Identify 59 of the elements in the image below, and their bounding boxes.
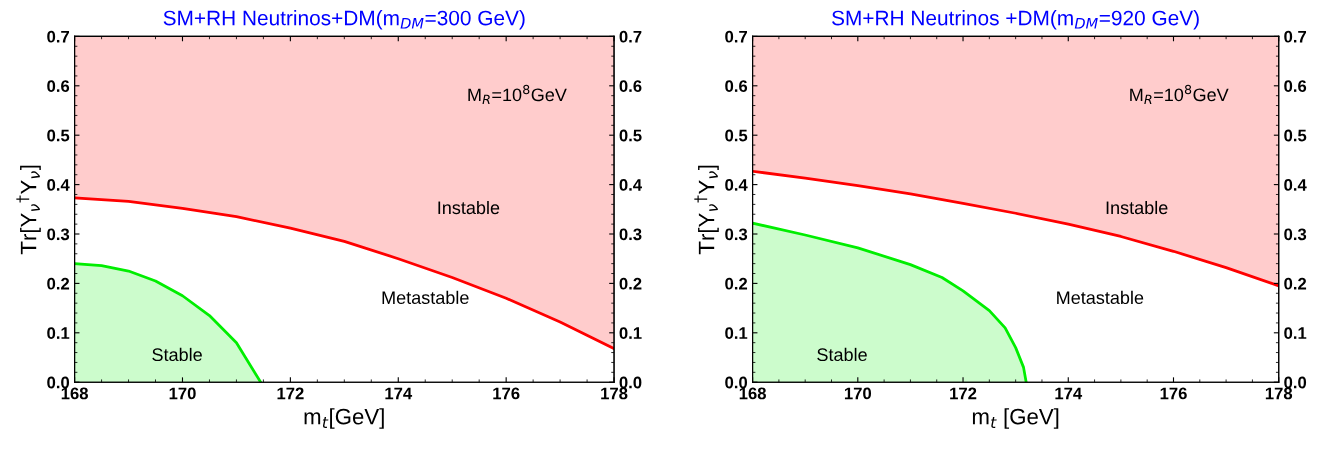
y2-tick-label: 0.2	[1284, 277, 1307, 290]
y2-tick-label: 0.4	[619, 179, 642, 191]
x-axis-title: m$_{t}$ [GeV]	[972, 408, 1059, 429]
y2-tick-label: 0.2	[619, 277, 642, 290]
y-tick-label: 0.6	[47, 80, 70, 92]
annotation: Instable	[438, 200, 500, 215]
y-tick-label: 0.5	[47, 129, 70, 142]
x-tick-label: 172	[277, 387, 304, 400]
y-tick-label: 0.7	[47, 30, 69, 43]
chart-title: SM+RH Neutrinos+DM(m$_{DM}$=300 GeV)	[163, 10, 525, 30]
x-tick-label: 178	[1265, 387, 1293, 400]
y-tick-label: 0.7	[725, 30, 747, 43]
y2-tick-label: 0.7	[1284, 30, 1307, 43]
y2-tick-label: 0.5	[1284, 129, 1307, 142]
y-tick-label: 0.6	[725, 80, 748, 92]
x-axis-title: m$_{t}$[GeV]	[304, 408, 384, 429]
x-tick-label: 172	[950, 387, 977, 400]
line-series	[752, 169, 1279, 288]
y2-tick-label: 0.4	[1284, 179, 1307, 191]
y2-tick-label: 0.5	[619, 129, 642, 142]
annotation: M$_{R}$=10$^{8}$GeV	[1130, 84, 1229, 105]
y-tick-label: 0.0	[47, 376, 70, 389]
chart-title: SM+RH Neutrinos +DM(m$_{DM}$=920 GeV)	[832, 10, 1199, 30]
y2-tick-label: 0.6	[619, 80, 642, 92]
y-axis-title: Tr[Y$_{ν}$$^{†}$Y$_{ν}$]	[16, 165, 41, 255]
y-tick-label: 0.1	[47, 327, 70, 339]
y2-tick-label: 0.3	[619, 228, 642, 241]
x-tick-label: 168	[739, 387, 766, 400]
y-tick-label: 0.3	[47, 228, 70, 241]
y2-tick-label: 0.1	[619, 327, 642, 339]
y-tick-label: 0.3	[725, 228, 748, 241]
y2-tick-label: 0.7	[619, 30, 642, 43]
y-tick-label: 0.1	[725, 327, 748, 339]
x-tick-label: 176	[493, 387, 520, 400]
y2-tick-label: 0.1	[1284, 327, 1307, 339]
annotation: Metastable	[1057, 290, 1144, 305]
x-tick-label: 170	[169, 387, 196, 400]
y-tick-label: 0.4	[725, 179, 748, 191]
x-tick-label: 176	[1160, 387, 1187, 400]
x-tick-label: 174	[1055, 387, 1083, 400]
y-tick-label: 0.2	[725, 277, 748, 290]
y2-tick-label: 0.3	[1284, 228, 1307, 241]
y-tick-label: 0.0	[725, 376, 748, 389]
y-tick-label: 0.5	[725, 129, 748, 142]
x-tick-label: 178	[601, 387, 628, 400]
annotation: Metastable	[382, 290, 469, 305]
y-tick-label: 0.4	[47, 179, 70, 191]
x-tick-label: 174	[385, 387, 413, 400]
annotation: Stable	[817, 347, 867, 362]
annotation: Stable	[152, 347, 202, 362]
annotation: M$_{R}$=10$^{8}$GeV	[468, 84, 567, 105]
x-tick-label: 168	[61, 387, 88, 400]
y-axis-title: Tr[Y$_{ν}$$^{†}$Y$_{ν}$]	[694, 165, 719, 255]
y-tick-label: 0.2	[47, 277, 70, 290]
annotation: Instable	[1106, 200, 1168, 215]
x-tick-label: 170	[844, 387, 872, 400]
y2-tick-label: 0.0	[1284, 376, 1307, 389]
y2-tick-label: 0.0	[619, 376, 642, 389]
y2-tick-label: 0.6	[1284, 80, 1307, 92]
